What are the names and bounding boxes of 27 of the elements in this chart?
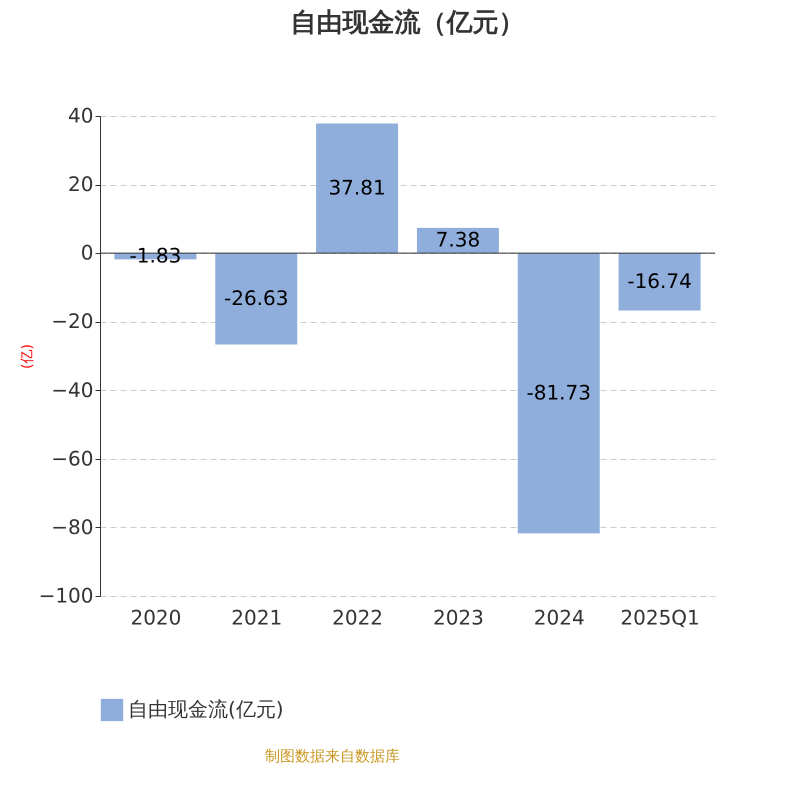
data-label: 37.81 xyxy=(328,175,386,200)
data-label: -26.63 xyxy=(224,286,288,310)
legend-label: 自由现金流(亿元) xyxy=(128,697,284,721)
y-tick-label: 20 xyxy=(68,172,94,196)
y-tick-label: −80 xyxy=(51,514,94,539)
bar xyxy=(518,253,600,534)
y-tick-label: 0 xyxy=(80,240,94,265)
data-label: -81.73 xyxy=(526,380,591,404)
x-tick-label: 2024 xyxy=(534,606,585,630)
x-tick-label: 2021 xyxy=(231,606,282,630)
chart-title: 自由现金流（亿元） xyxy=(290,8,524,38)
x-tick-label: 2020 xyxy=(130,606,182,630)
y-tick-label: 40 xyxy=(68,104,94,128)
x-tick-label: 2025Q1 xyxy=(620,606,700,630)
data-label: -16.74 xyxy=(627,268,692,293)
data-label: 7.38 xyxy=(436,227,480,252)
text: 制图数据来自数据库 xyxy=(265,747,400,765)
y-axis-title: (亿) xyxy=(20,344,36,369)
bar xyxy=(618,253,701,311)
y-tick-label: −20 xyxy=(51,309,94,334)
y-tick-label: −60 xyxy=(51,446,94,470)
x-tick-label: 2023 xyxy=(432,606,484,630)
y-tick-label: −40 xyxy=(51,378,94,402)
bar xyxy=(316,124,398,254)
x-tick-label: 2022 xyxy=(332,606,384,630)
bar xyxy=(215,253,298,344)
y-tick-label: −100 xyxy=(38,584,94,608)
